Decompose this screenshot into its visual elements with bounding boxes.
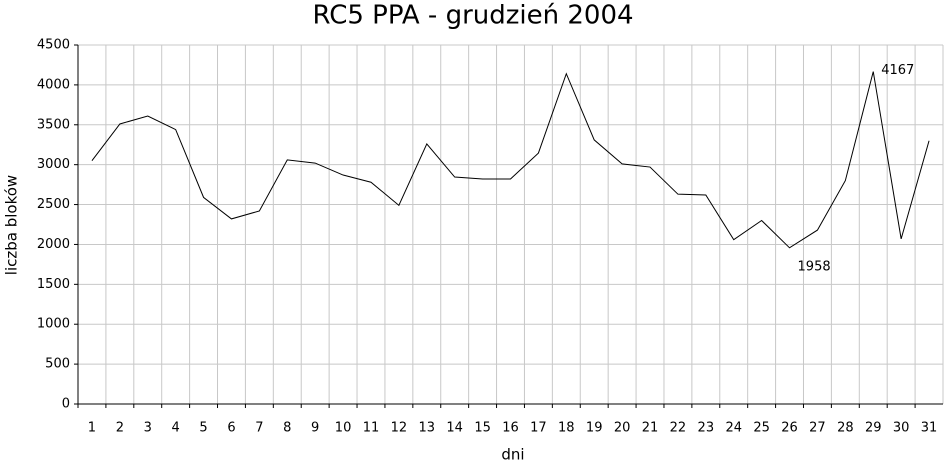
x-tick-label: 2 [116, 421, 124, 436]
x-tick-label: 4 [172, 421, 180, 436]
data-label-max: 4167 [881, 63, 914, 78]
data-line [91, 71, 930, 249]
x-tick-label: 26 [781, 421, 798, 436]
x-tick-label: 25 [753, 421, 770, 436]
y-tick-label: 2000 [37, 237, 70, 252]
x-tick-label: 10 [335, 421, 352, 436]
x-tick-label: 12 [391, 421, 408, 436]
x-tick-label: 9 [311, 421, 319, 436]
x-axis-label: dni [501, 446, 524, 464]
x-tick-label: 31 [921, 421, 938, 436]
x-tick-label: 27 [809, 421, 826, 436]
x-tick-label: 16 [502, 421, 519, 436]
x-tick-label: 19 [586, 421, 603, 436]
x-tick-label: 18 [558, 421, 575, 436]
x-tick-label: 21 [642, 421, 659, 436]
x-tick-label: 28 [837, 421, 854, 436]
y-tick-label: 3000 [37, 157, 70, 172]
y-tick-label: 1500 [37, 277, 70, 292]
x-tick-label: 14 [446, 421, 463, 436]
x-tick-label: 8 [283, 421, 291, 436]
x-tick-label: 6 [227, 421, 235, 436]
y-tick-label: 2500 [37, 197, 70, 212]
x-tick-label: 29 [865, 421, 882, 436]
y-tick-label: 1000 [37, 317, 70, 332]
x-tick-label: 3 [144, 421, 152, 436]
x-tick-label: 1 [88, 421, 96, 436]
y-tick-label: 4000 [37, 77, 70, 92]
x-tick-label: 30 [893, 421, 910, 436]
x-tick-label: 17 [530, 421, 547, 436]
y-tick-label: 3500 [37, 117, 70, 132]
x-tick-label: 24 [725, 421, 742, 436]
x-tick-label: 22 [670, 421, 687, 436]
y-axis-label: liczba bloków [3, 175, 21, 275]
chart-title: RC5 PPA - grudzień 2004 [312, 1, 633, 31]
x-tick-label: 11 [363, 421, 380, 436]
y-tick-label: 4500 [37, 38, 70, 53]
x-tick-label: 20 [614, 421, 631, 436]
x-tick-label: 15 [474, 421, 491, 436]
y-tick-label: 500 [45, 357, 70, 372]
x-tick-label: 7 [255, 421, 263, 436]
y-tick-label: 0 [62, 397, 70, 412]
x-tick-label: 13 [419, 421, 436, 436]
x-tick-label: 5 [199, 421, 207, 436]
x-tick-label: 23 [698, 421, 715, 436]
data-label-min: 1958 [798, 259, 831, 274]
